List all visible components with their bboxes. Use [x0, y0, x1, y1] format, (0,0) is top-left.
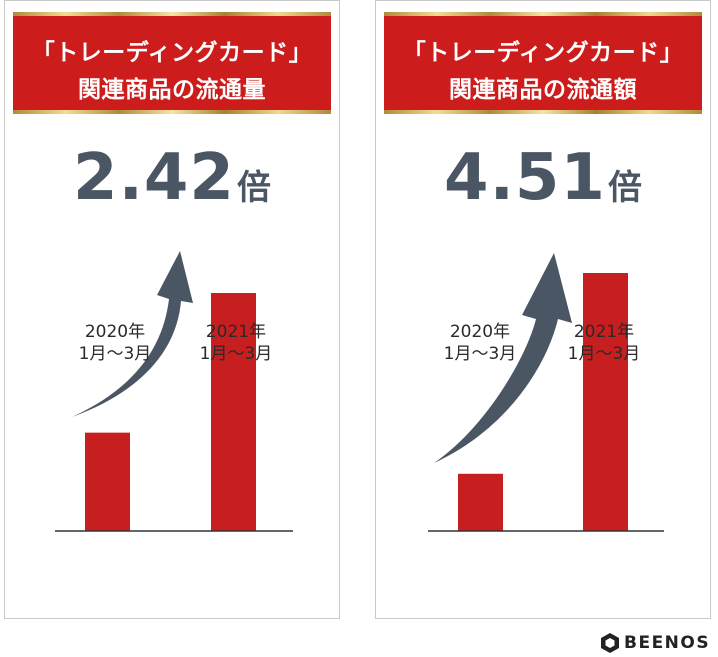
- growth-arrow-icon: [434, 253, 572, 463]
- x-label-period: 1月〜3月: [567, 344, 641, 364]
- beenos-logo: BEENOS: [600, 632, 710, 654]
- gold-stripe-bottom: [384, 110, 702, 114]
- x-label-year: 2020年: [84, 322, 146, 342]
- title-banner: 「トレーディングカード」 関連商品の流通額: [384, 12, 702, 114]
- chart-panel-value: 「トレーディングカード」 関連商品の流通額 4.51倍 2020年 1月〜3月 …: [375, 0, 711, 619]
- title-line-2: 関連商品の流通額: [449, 77, 637, 103]
- gold-stripe-top: [384, 12, 702, 16]
- bar-2021: [583, 273, 628, 531]
- multiplier-value: 4.51: [444, 141, 606, 215]
- x-label-period: 1月〜3月: [199, 344, 273, 364]
- multiplier-value: 2.42: [73, 141, 235, 215]
- bar-2020: [85, 432, 130, 531]
- bar-2021: [211, 293, 256, 531]
- beenos-hex-logo-icon: [601, 633, 619, 653]
- bar-chart-value: [428, 253, 664, 532]
- title-banner: 「トレーディングカード」 関連商品の流通量: [13, 12, 331, 114]
- x-label-period: 1月〜3月: [443, 344, 517, 364]
- chart-panel-volume: 「トレーディングカード」 関連商品の流通量 2.42倍 2020年 1月〜3月 …: [4, 0, 340, 619]
- multiplier-unit: 倍: [607, 168, 642, 208]
- x-label-2020: 2020年 1月〜3月: [420, 321, 540, 365]
- gold-stripe-top: [13, 12, 331, 16]
- growth-multiplier: 4.51倍: [376, 141, 710, 215]
- title-line-1: 「トレーディングカード」: [31, 40, 313, 66]
- title-line-2: 関連商品の流通量: [78, 77, 266, 103]
- x-label-2021: 2021年 1月〜3月: [544, 321, 664, 365]
- x-label-year: 2020年: [449, 322, 511, 342]
- logo-text: BEENOS: [624, 633, 711, 653]
- bar-2020: [458, 473, 503, 531]
- x-label-2021: 2021年 1月〜3月: [176, 321, 296, 365]
- x-label-2020: 2020年 1月〜3月: [55, 321, 175, 365]
- multiplier-unit: 倍: [236, 168, 271, 208]
- growth-arrow-icon: [72, 251, 193, 417]
- growth-multiplier: 2.42倍: [5, 141, 339, 215]
- bar-chart-volume: [55, 251, 293, 532]
- gold-stripe-bottom: [13, 110, 331, 114]
- x-label-period: 1月〜3月: [78, 344, 152, 364]
- x-label-year: 2021年: [205, 322, 267, 342]
- x-label-year: 2021年: [573, 322, 635, 342]
- title-line-1: 「トレーディングカード」: [402, 40, 684, 66]
